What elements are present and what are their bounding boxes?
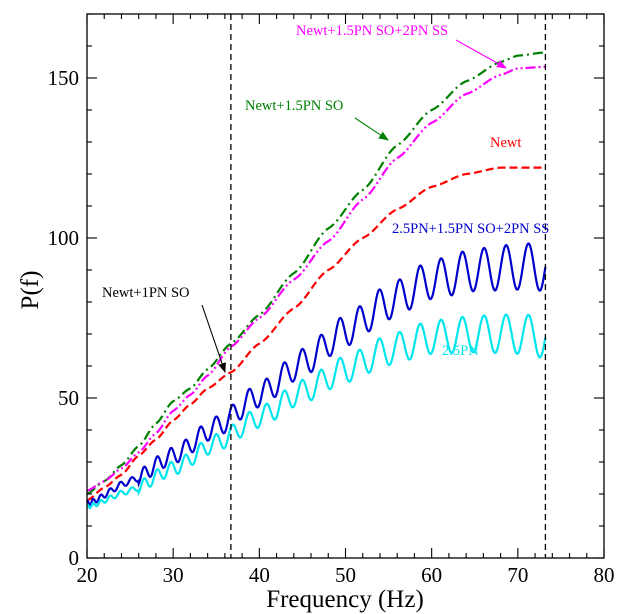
x-axis-label: Frequency (Hz): [266, 586, 424, 613]
x-tick-label: 20: [77, 563, 98, 587]
annotation-2p5pn: 2.5PN: [442, 343, 479, 359]
vline-layer: [230, 14, 547, 558]
y-tick-label: 0: [69, 546, 80, 570]
series-line-2-5pn-1-5pn-so-2pn-ss: [87, 242, 547, 507]
annotation-2p5pn-1p5pn-so-2pn-ss: 2.5PN+1.5PN SO+2PN SS: [392, 221, 549, 237]
annotation-newt-1p5pn-so-2pn-ss: Newt+1.5PN SO+2PN SS: [296, 23, 448, 39]
y-tick-label: 50: [58, 386, 79, 410]
annotation-newt-1p5pn-so: Newt+1.5PN SO: [245, 98, 343, 114]
y-tick-label: 150: [48, 66, 80, 90]
x-tick-label: 60: [421, 563, 442, 587]
annotation-newt: Newt: [490, 135, 521, 151]
arrow-newt-1p5pn-so: [354, 117, 389, 141]
arrow-newt-1pn-so: [201, 304, 226, 373]
tick-layer: 20 30 40 50 60 70 80 0 50 100 150: [48, 13, 615, 587]
x-tick-label: 70: [507, 563, 528, 587]
x-tick-label: 80: [594, 563, 615, 587]
x-tick-label: 50: [335, 563, 356, 587]
annotation-newt-1pn-so: Newt+1PN SO: [102, 285, 190, 301]
x-tick-label: 40: [249, 563, 270, 587]
y-tick-label: 100: [48, 226, 80, 250]
series-line-newt: [87, 166, 546, 502]
arrow-newt-1p5pn-so-2pn-ss: [455, 39, 507, 69]
series-line-newt-1-5pn-so: [87, 51, 546, 496]
y-axis-label: P(f): [17, 271, 44, 310]
x-tick-label: 30: [163, 563, 184, 587]
series-line-2-5pn: [87, 313, 547, 510]
series-line-newt-1-5pn-so-2pn-ss: [87, 65, 546, 492]
series-layer: [87, 51, 547, 510]
